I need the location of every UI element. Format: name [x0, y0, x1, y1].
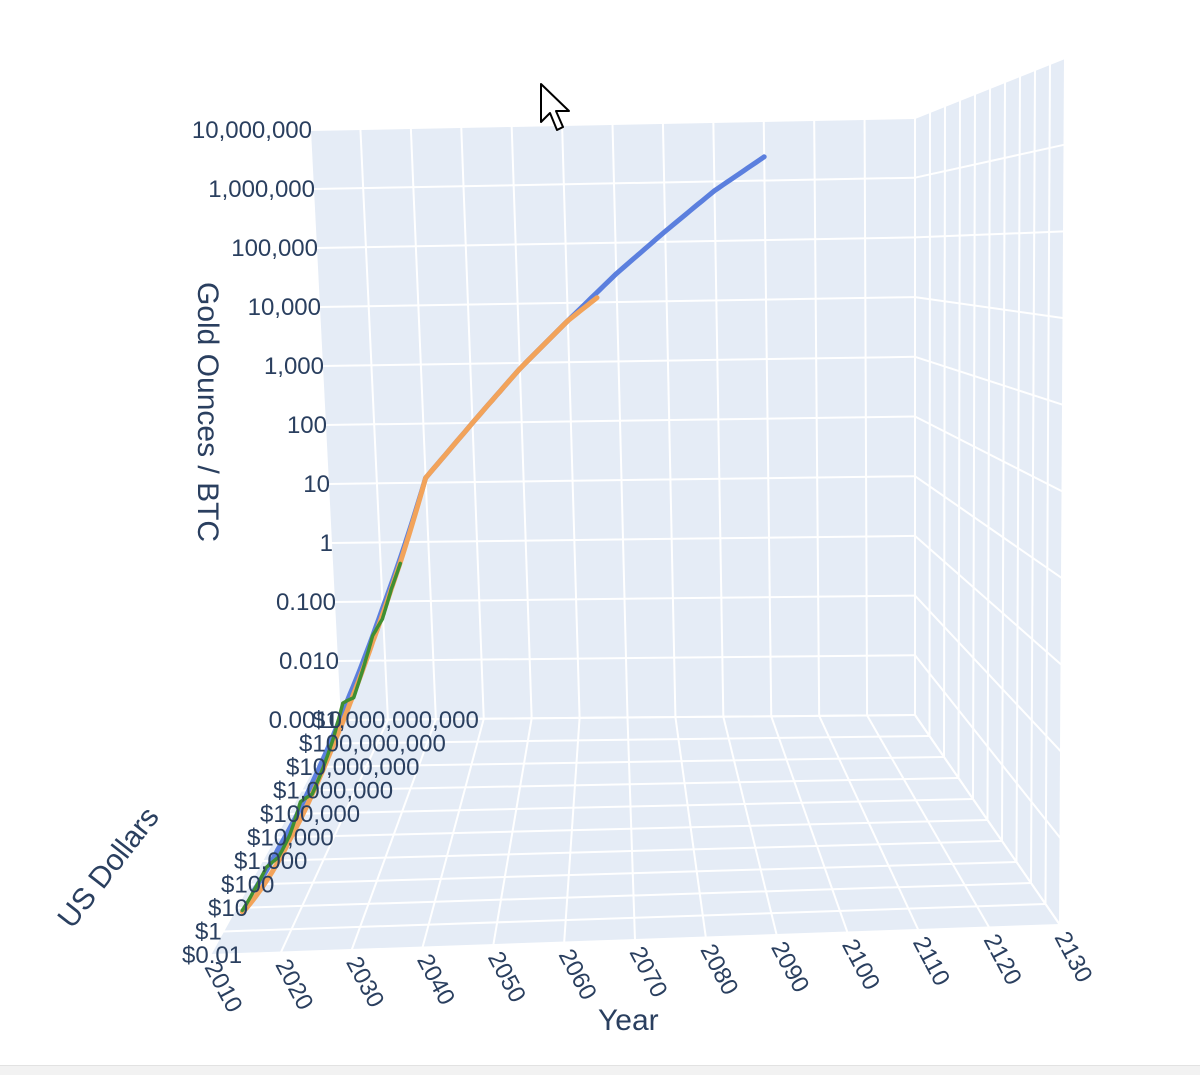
- floor-grid-line-depth: [248, 861, 1017, 886]
- mouse-cursor-icon: [540, 83, 570, 131]
- z-tick-label: 0.0010: [269, 707, 342, 734]
- floor-grid-line-depth: [287, 798, 974, 815]
- z-tick-label: 1,000: [264, 353, 324, 380]
- floor-grid-line-depth: [209, 924, 1061, 956]
- floor-grid-line-depth: [326, 735, 930, 745]
- grid-line-gold: [324, 415, 916, 426]
- grid-lines: [209, 57, 1066, 956]
- y-tick-label: $100,000: [260, 801, 360, 828]
- back-wall-pane: [310, 118, 915, 720]
- grid-line-gold: [312, 176, 916, 190]
- side-grid-line-depth: [1059, 57, 1066, 926]
- x-tick-label: 2090: [765, 937, 814, 997]
- y-tick-label: $100: [221, 872, 274, 899]
- series-lines: [239, 154, 767, 915]
- grid-line-gold: [336, 654, 916, 662]
- side-grid-line-depth: [928, 111, 931, 737]
- y-tick-label: $1,000,000,000: [312, 707, 479, 734]
- y-tick-label: $1: [195, 919, 222, 946]
- side-grid-line-depth: [1030, 69, 1036, 884]
- y-tick-label: $1,000,000: [273, 778, 393, 805]
- window-bottom-bar: [0, 1065, 1200, 1075]
- grid-line-gold: [309, 117, 916, 131]
- floor-grid-line-depth: [261, 840, 1003, 862]
- z-tick-label: 1,000,000: [208, 176, 315, 203]
- z-tick-label: 0.010: [279, 648, 339, 675]
- x-tick-label: 2030: [340, 952, 389, 1012]
- grid-line-gold: [315, 236, 916, 249]
- y-tick-label: $10,000,000: [286, 754, 419, 781]
- z-tick-label: 100,000: [231, 235, 318, 262]
- x-tick-label: 2020: [270, 955, 319, 1015]
- z-tick-label: 10,000,000: [192, 117, 312, 144]
- floor-grid-line-depth: [235, 882, 1032, 909]
- z-axis-title: Gold Ounces / BTC: [191, 282, 224, 542]
- series-line-3[interactable]: [240, 561, 403, 913]
- grid-line-gold: [330, 534, 916, 544]
- floor-grid-line-depth: [300, 777, 959, 792]
- y-tick-label: $10: [208, 895, 248, 922]
- z-tick-label: 100: [287, 412, 327, 439]
- y-tick-label: $100,000,000: [299, 731, 446, 758]
- side-grid-line-depth: [1015, 75, 1021, 863]
- y-tick-label: $10,000: [247, 825, 334, 852]
- floor-grid-line-depth: [339, 714, 916, 721]
- floor-grid-line-depth: [222, 903, 1046, 933]
- side-grid-line-depth: [1001, 81, 1006, 842]
- x-tick-label: 2100: [836, 935, 885, 995]
- floor-grid-line-depth: [274, 819, 988, 839]
- x-tick-label: 2050: [482, 947, 531, 1007]
- x-tick-label: 2060: [553, 945, 602, 1005]
- x-tick-label: 2040: [411, 950, 460, 1010]
- x-tick-label: 2130: [1049, 927, 1098, 987]
- grid-line-gold: [318, 296, 916, 308]
- grid-line-gold: [333, 594, 916, 603]
- z-tick-label: 1: [320, 530, 333, 557]
- x-tick-label: 2070: [624, 942, 673, 1002]
- x-tick-label: 2080: [695, 940, 744, 1000]
- side-grid-line-depth: [972, 93, 976, 800]
- side-grid-line-depth: [986, 87, 991, 821]
- x-tick-label: 2120: [978, 930, 1027, 990]
- y-tick-label: $1,000: [234, 848, 307, 875]
- z-tick-label: 0.100: [276, 589, 336, 616]
- floor-grid-line-depth: [313, 756, 945, 768]
- y-tick-label: $0.01: [182, 942, 242, 969]
- grid-line-gold: [321, 355, 916, 367]
- side-grid-line-depth: [957, 99, 961, 779]
- x-axis-title: Year: [598, 1004, 659, 1037]
- x-tick-label: 2110: [907, 932, 955, 990]
- side-grid-line-depth: [943, 105, 946, 758]
- z-tick-label: 10: [303, 471, 330, 498]
- side-grid-line-depth: [1044, 63, 1051, 905]
- z-tick-label: 10,000: [248, 294, 321, 321]
- y-axis-title: US Dollars: [52, 801, 166, 934]
- side-wall-pane: [915, 58, 1065, 925]
